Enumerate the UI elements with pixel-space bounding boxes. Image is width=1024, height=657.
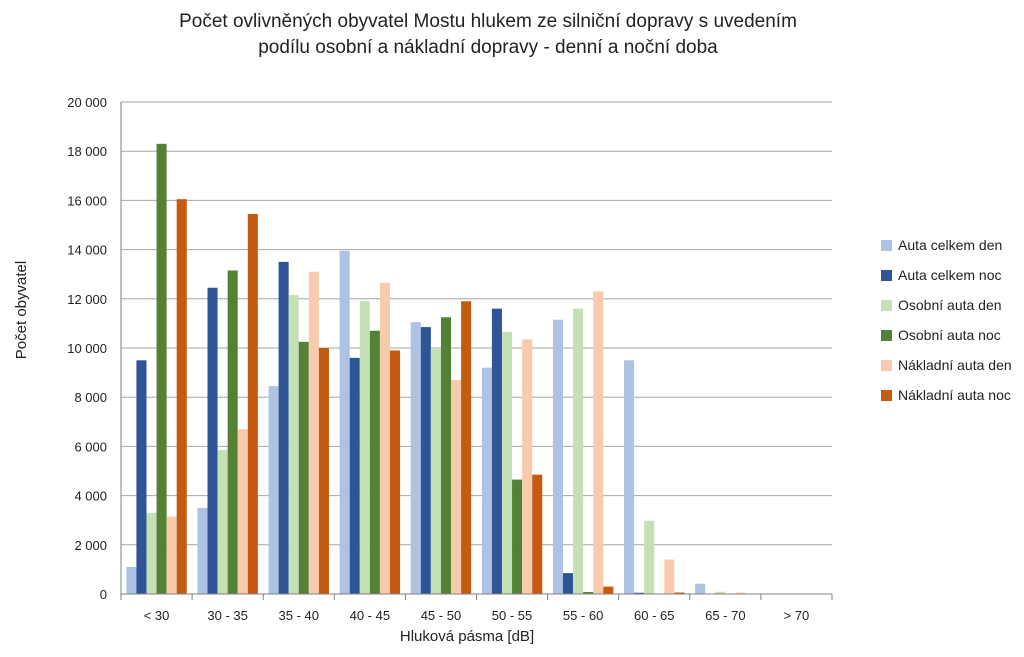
y-tick-label: 8 000 bbox=[74, 390, 107, 405]
bar bbox=[390, 350, 400, 594]
x-tick-label: 65 - 70 bbox=[705, 608, 745, 623]
y-tick-label: 4 000 bbox=[74, 489, 107, 504]
bar bbox=[512, 480, 522, 594]
bar bbox=[380, 283, 390, 594]
legend-swatch bbox=[881, 240, 892, 251]
x-tick-label: 50 - 55 bbox=[492, 608, 532, 623]
bar bbox=[502, 332, 512, 594]
y-tick-label: 16 000 bbox=[67, 193, 107, 208]
bar bbox=[644, 521, 654, 594]
legend-label: Osobní auta den bbox=[898, 297, 1002, 313]
bar bbox=[563, 573, 573, 594]
legend-label: Auta celkem den bbox=[898, 237, 1002, 253]
bar bbox=[532, 475, 542, 594]
y-tick-label: 10 000 bbox=[67, 341, 107, 356]
legend: Auta celkem den Auta celkem noc Osobní aut… bbox=[881, 237, 1012, 403]
bar bbox=[451, 380, 461, 594]
y-tick-label: 2 000 bbox=[74, 538, 107, 553]
chart-title-line-2: podílu osobní a nákladní dopravy - denní… bbox=[258, 37, 718, 58]
bar bbox=[370, 331, 380, 594]
bar bbox=[157, 144, 167, 594]
bar bbox=[421, 327, 431, 594]
bar bbox=[177, 199, 187, 594]
x-tick-label: 55 - 60 bbox=[563, 608, 603, 623]
legend-swatch bbox=[881, 270, 892, 281]
x-axis-ticks: < 30 30 - 35 35 - 40 40 - 45 45 - 50 50 - 55 5… bbox=[144, 608, 810, 623]
bar bbox=[289, 295, 299, 594]
bar bbox=[208, 288, 218, 594]
y-tick-label: 12 000 bbox=[67, 292, 107, 307]
bar bbox=[136, 360, 146, 594]
bar bbox=[299, 342, 309, 594]
y-tick-label: 6 000 bbox=[74, 439, 107, 454]
x-tick-label: 35 - 40 bbox=[279, 608, 319, 623]
bar bbox=[695, 584, 705, 594]
legend-swatch bbox=[881, 390, 892, 401]
bar bbox=[522, 339, 532, 594]
bar bbox=[624, 360, 634, 594]
x-tick-label: 30 - 35 bbox=[207, 608, 247, 623]
x-tick-label: 60 - 65 bbox=[634, 608, 674, 623]
y-axis-ticks: 0 2 000 4 000 6 000 8 000 10 000 12 000 14 000 1… bbox=[67, 95, 107, 602]
bars bbox=[126, 144, 816, 594]
bar bbox=[279, 262, 289, 594]
bar bbox=[593, 291, 603, 594]
bar bbox=[492, 309, 502, 594]
bar bbox=[126, 567, 136, 594]
bar bbox=[441, 317, 451, 594]
bar bbox=[461, 301, 471, 594]
x-axis-label: Hluková pásma [dB] bbox=[400, 628, 534, 645]
bar bbox=[218, 450, 228, 594]
bar bbox=[248, 214, 258, 594]
bar bbox=[167, 517, 177, 594]
bar bbox=[319, 348, 329, 594]
bar bbox=[411, 322, 421, 594]
bar bbox=[269, 386, 279, 594]
bar bbox=[431, 349, 441, 594]
y-tick-label: 18 000 bbox=[67, 144, 107, 159]
x-tick-label: < 30 bbox=[144, 608, 170, 623]
legend-swatch bbox=[881, 330, 892, 341]
bar bbox=[603, 587, 613, 594]
bar bbox=[309, 272, 319, 594]
y-tick-label: 20 000 bbox=[67, 95, 107, 110]
bar bbox=[664, 560, 674, 594]
legend-label: Osobní auta noc bbox=[898, 327, 1001, 343]
bar bbox=[197, 508, 207, 594]
x-tick-label: > 70 bbox=[784, 608, 810, 623]
x-tick-label: 40 - 45 bbox=[350, 608, 390, 623]
legend-label: Nákladní auta den bbox=[898, 357, 1012, 373]
bar bbox=[573, 309, 583, 594]
legend-swatch bbox=[881, 300, 892, 311]
bar bbox=[553, 320, 563, 594]
bar bbox=[360, 301, 370, 594]
y-tick-label: 14 000 bbox=[67, 243, 107, 258]
legend-label: Nákladní auta noc bbox=[898, 387, 1011, 403]
bar bbox=[238, 429, 248, 594]
y-axis-label: Počet obyvatel bbox=[13, 261, 30, 359]
legend-swatch bbox=[881, 360, 892, 371]
bar bbox=[482, 368, 492, 594]
bar bbox=[228, 271, 238, 594]
x-tick-label: 45 - 50 bbox=[421, 608, 461, 623]
y-tick-label: 0 bbox=[100, 587, 107, 602]
legend-label: Auta celkem noc bbox=[898, 267, 1002, 283]
bar bbox=[350, 358, 360, 594]
chart-title-line-1: Počet ovlivněných obyvatel Mostu hlukem … bbox=[179, 11, 797, 32]
bar bbox=[146, 513, 156, 594]
bar bbox=[340, 251, 350, 594]
